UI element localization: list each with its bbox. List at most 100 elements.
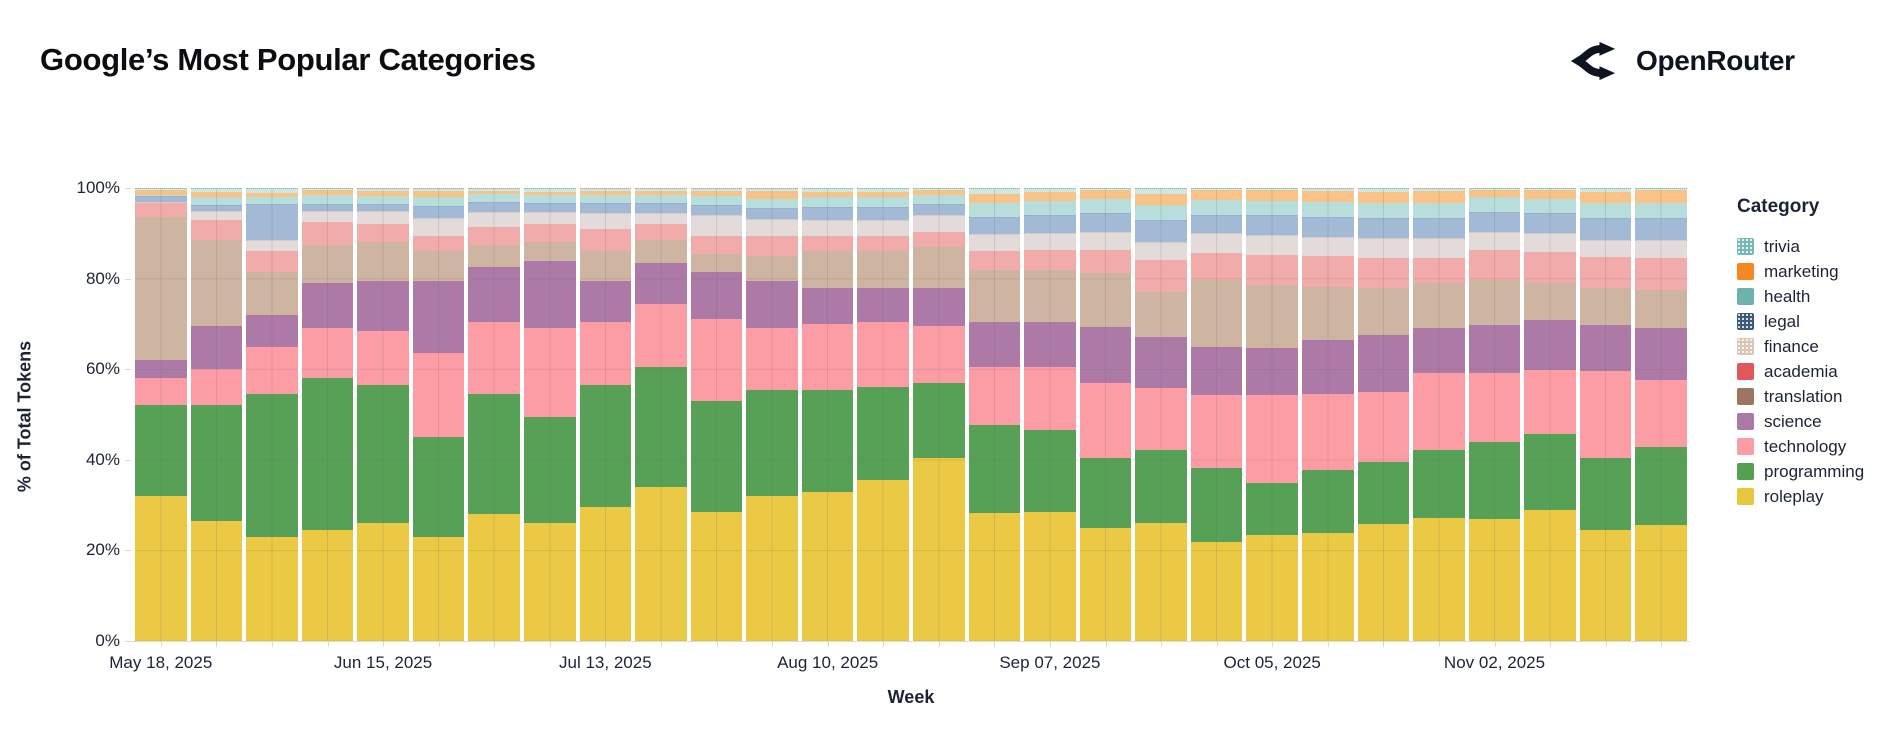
- segment-science[interactable]: [968, 321, 1021, 367]
- segment-translation[interactable]: [1079, 273, 1132, 327]
- segment-programming[interactable]: [746, 389, 798, 497]
- segment-trivia[interactable]: [1302, 188, 1354, 191]
- segment-programming[interactable]: [1635, 446, 1687, 526]
- bar-week-jun-22-2025[interactable]: [412, 188, 465, 641]
- segment-programming[interactable]: [524, 416, 576, 524]
- segment-technology[interactable]: [246, 346, 298, 395]
- segment-finance[interactable]: [357, 210, 409, 225]
- segment-marketing[interactable]: [690, 190, 743, 197]
- segment-marketing[interactable]: [1079, 190, 1132, 200]
- segment-science[interactable]: [1246, 348, 1298, 396]
- segment-roleplay[interactable]: [1579, 530, 1632, 641]
- segment-programming[interactable]: [301, 378, 354, 531]
- segment-roleplay[interactable]: [524, 523, 576, 641]
- segment-finance[interactable]: [1190, 233, 1243, 254]
- segment-academia[interactable]: [1468, 250, 1521, 280]
- segment-legal[interactable]: [1079, 213, 1132, 232]
- segment-science[interactable]: [579, 280, 632, 322]
- segment-programming[interactable]: [1079, 458, 1132, 529]
- segment-finance[interactable]: [1302, 236, 1354, 257]
- segment-health[interactable]: [801, 197, 854, 208]
- segment-health[interactable]: [1024, 200, 1076, 216]
- segment-trivia[interactable]: [135, 188, 187, 190]
- segment-roleplay[interactable]: [746, 496, 798, 641]
- segment-legal[interactable]: [1468, 211, 1521, 232]
- segment-academia[interactable]: [468, 226, 520, 245]
- segment-finance[interactable]: [1579, 240, 1632, 257]
- segment-technology[interactable]: [1079, 383, 1132, 459]
- segment-trivia[interactable]: [412, 188, 465, 192]
- bar-week-oct-26-2025[interactable]: [1413, 188, 1465, 641]
- segment-academia[interactable]: [746, 235, 798, 256]
- segment-roleplay[interactable]: [1413, 518, 1465, 641]
- bar-week-nov-09-2025[interactable]: [1524, 188, 1576, 641]
- bar-week-aug-17-2025[interactable]: [857, 188, 909, 641]
- segment-technology[interactable]: [1524, 370, 1576, 434]
- segment-health[interactable]: [301, 194, 354, 204]
- bar-week-oct-05-2025[interactable]: [1246, 188, 1298, 641]
- segment-finance[interactable]: [579, 212, 632, 229]
- segment-health[interactable]: [1246, 200, 1298, 216]
- segment-finance[interactable]: [857, 219, 909, 236]
- segment-science[interactable]: [1413, 328, 1465, 374]
- segment-trivia[interactable]: [524, 188, 576, 192]
- segment-trivia[interactable]: [190, 188, 243, 192]
- segment-legal[interactable]: [412, 206, 465, 218]
- segment-marketing[interactable]: [801, 191, 854, 198]
- segment-legal[interactable]: [135, 196, 187, 203]
- segment-science[interactable]: [1579, 324, 1632, 372]
- segment-science[interactable]: [412, 280, 465, 354]
- segment-science[interactable]: [357, 280, 409, 331]
- segment-finance[interactable]: [301, 210, 354, 222]
- segment-academia[interactable]: [1413, 258, 1465, 284]
- segment-trivia[interactable]: [1413, 188, 1465, 192]
- bar-week-aug-10-2025[interactable]: [801, 188, 854, 641]
- segment-legal[interactable]: [857, 207, 909, 220]
- segment-programming[interactable]: [1135, 449, 1187, 524]
- bar-week-sep-07-2025[interactable]: [1024, 188, 1076, 641]
- legend-item-programming[interactable]: programming: [1737, 459, 1864, 484]
- segment-trivia[interactable]: [357, 188, 409, 192]
- bar-week-aug-24-2025[interactable]: [913, 188, 965, 641]
- segment-trivia[interactable]: [1246, 188, 1298, 190]
- segment-translation[interactable]: [1524, 283, 1576, 320]
- segment-legal[interactable]: [968, 216, 1021, 235]
- segment-trivia[interactable]: [857, 188, 909, 192]
- segment-academia[interactable]: [1246, 255, 1298, 285]
- segment-health[interactable]: [857, 197, 909, 208]
- segment-technology[interactable]: [301, 328, 354, 379]
- segment-finance[interactable]: [524, 212, 576, 225]
- segment-technology[interactable]: [690, 319, 743, 401]
- segment-marketing[interactable]: [1635, 190, 1687, 204]
- segment-health[interactable]: [1302, 201, 1354, 217]
- segment-academia[interactable]: [246, 251, 298, 272]
- segment-trivia[interactable]: [579, 188, 632, 191]
- segment-academia[interactable]: [357, 224, 409, 243]
- segment-science[interactable]: [135, 359, 187, 378]
- segment-academia[interactable]: [1135, 260, 1187, 292]
- segment-health[interactable]: [1190, 200, 1243, 216]
- segment-programming[interactable]: [690, 400, 743, 512]
- segment-science[interactable]: [690, 271, 743, 320]
- segment-marketing[interactable]: [1135, 193, 1187, 206]
- segment-academia[interactable]: [579, 228, 632, 252]
- segment-science[interactable]: [468, 267, 520, 322]
- segment-marketing[interactable]: [857, 191, 909, 198]
- segment-health[interactable]: [913, 194, 965, 204]
- segment-translation[interactable]: [1302, 286, 1354, 341]
- segment-roleplay[interactable]: [1024, 511, 1076, 641]
- segment-roleplay[interactable]: [357, 523, 409, 641]
- segment-health[interactable]: [135, 194, 187, 197]
- segment-technology[interactable]: [1635, 380, 1687, 447]
- segment-academia[interactable]: [913, 231, 965, 247]
- segment-legal[interactable]: [690, 205, 743, 216]
- segment-finance[interactable]: [1635, 240, 1687, 259]
- segment-translation[interactable]: [1413, 283, 1465, 329]
- segment-translation[interactable]: [746, 255, 798, 281]
- segment-finance[interactable]: [690, 215, 743, 236]
- segment-technology[interactable]: [579, 321, 632, 386]
- segment-trivia[interactable]: [1024, 188, 1076, 192]
- segment-finance[interactable]: [1246, 235, 1298, 256]
- segment-academia[interactable]: [1079, 250, 1132, 274]
- bar-week-nov-16-2025[interactable]: [1579, 188, 1632, 641]
